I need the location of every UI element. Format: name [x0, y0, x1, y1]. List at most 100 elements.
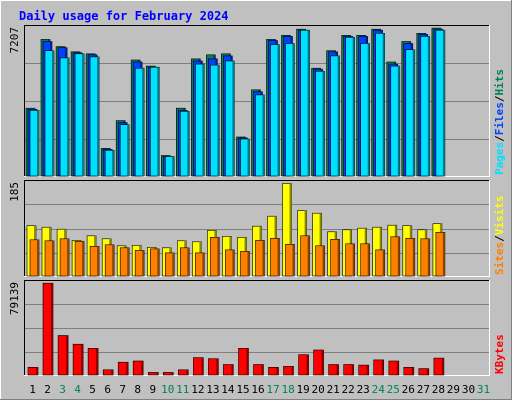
x-tick-label: 20 [311, 383, 324, 396]
bar-shade [82, 53, 85, 176]
bar-kbytes [132, 360, 144, 376]
bar-pages [345, 37, 356, 177]
bar-pages [225, 60, 235, 177]
x-tick-label: 10 [161, 383, 174, 396]
chart-title: Daily usage for February 2024 [19, 9, 229, 23]
bar-kbytes [283, 365, 294, 376]
bar-shade [351, 364, 354, 375]
bar-shade [382, 33, 385, 176]
bar-shade [381, 359, 384, 375]
bar-pages [240, 138, 250, 177]
bar-shade [276, 367, 279, 375]
bar-shade [306, 354, 309, 375]
bar-kbytes [178, 369, 189, 376]
bar-shade [112, 150, 115, 176]
bar-pages [104, 150, 115, 177]
x-tick-label: 23 [357, 383, 370, 396]
x-tick-label: 31 [477, 383, 490, 396]
x-tick-label: 13 [206, 383, 219, 396]
bar-shade [217, 237, 220, 276]
x-tick-label: 27 [417, 383, 430, 396]
bar-pages [210, 64, 220, 177]
bar-pages [165, 156, 175, 177]
legend-sep2: / [493, 95, 506, 102]
bar-shade [321, 350, 324, 375]
bar-sites [405, 238, 416, 277]
bar-kbytes [298, 354, 309, 376]
bar-shade [52, 240, 54, 276]
bar-kbytes [268, 366, 279, 376]
bar-sites [375, 249, 386, 277]
bar-shade [336, 364, 339, 375]
bar-shade [201, 357, 204, 375]
y-max-label: 185 [8, 182, 21, 202]
bar-pages [405, 49, 416, 177]
bar-kbytes [148, 372, 159, 376]
x-tick-label: 26 [402, 383, 415, 396]
bar-shade [172, 252, 175, 276]
bar-shade [231, 364, 234, 375]
bar-shade [277, 44, 280, 176]
x-tick-label: 29 [447, 383, 460, 396]
legend-kbytes: KBytes [493, 334, 506, 374]
bar-pages [119, 124, 130, 177]
bar-kbytes [373, 359, 385, 376]
legend-hits-files-pages: Pages/Files/Hits [493, 69, 506, 175]
x-tick-label: 9 [149, 383, 156, 396]
bar-shade [291, 366, 294, 375]
bar-pages [315, 71, 325, 177]
panel-kbytes: 79139 KBytes [8, 280, 506, 376]
bar-kbytes [193, 357, 204, 376]
bar-sites [59, 238, 70, 277]
bar-pages [360, 43, 371, 177]
bar-sites [435, 232, 446, 277]
bar-sites [150, 248, 160, 277]
x-tick-label: 11 [176, 383, 189, 396]
bar-pages [74, 53, 85, 177]
bar-shade [397, 66, 400, 176]
bar-shade [442, 232, 445, 276]
bar-shade [322, 245, 325, 276]
bar-pages [180, 111, 190, 177]
bar-kbytes [223, 364, 234, 376]
legend-hits: Hits [493, 69, 506, 96]
bar-shade [322, 71, 325, 176]
bar-shade [337, 239, 340, 276]
bar-shade [96, 348, 99, 375]
bar-shade [397, 236, 400, 276]
legend-sep1: / [493, 135, 506, 142]
bar-sites [89, 246, 100, 277]
bar-shade [187, 111, 190, 176]
x-tick-label: 21 [327, 383, 340, 396]
bar-sites [165, 252, 175, 277]
bar-shade [67, 238, 70, 276]
legend-files: Files [493, 102, 506, 135]
bar-shade [319, 213, 322, 276]
bar-shade [36, 367, 38, 375]
bar-shade [262, 240, 265, 276]
bar-shade [52, 50, 54, 177]
bar-shade [367, 43, 370, 176]
bar-pages [29, 110, 40, 177]
bar-shade [82, 241, 85, 276]
bar-pages [255, 94, 265, 177]
bar-shade [427, 238, 430, 276]
bar-kbytes [163, 372, 174, 376]
bar-shade [426, 368, 429, 375]
bar-shade [232, 249, 235, 276]
bar-shade [202, 64, 205, 176]
bar-pages [150, 66, 160, 177]
bar-shade [411, 367, 414, 375]
bar-shade [127, 124, 130, 176]
x-tick-label: 14 [221, 383, 235, 396]
bar-shade [367, 243, 370, 276]
bar-pages [89, 56, 100, 177]
bar-shade [261, 364, 264, 375]
x-tick-label: 19 [296, 383, 309, 396]
bar-shade [352, 243, 355, 276]
bar-kbytes [57, 335, 69, 376]
bar-kbytes [117, 361, 129, 376]
bar-pages [390, 65, 401, 177]
bar-shade [247, 139, 250, 176]
